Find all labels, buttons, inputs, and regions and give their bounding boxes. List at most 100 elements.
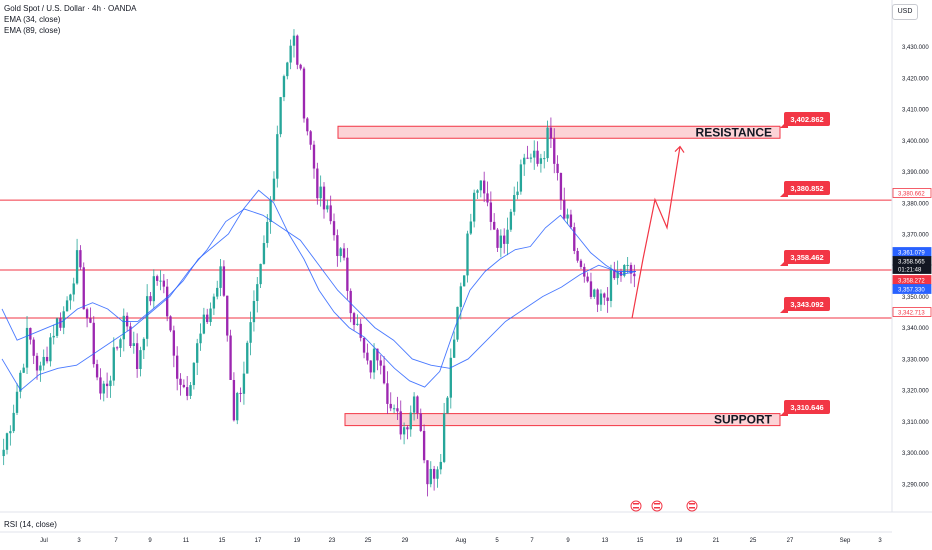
candle-body xyxy=(479,180,483,191)
candle-body xyxy=(119,339,122,348)
candle-body xyxy=(19,372,22,392)
candle-body xyxy=(9,431,12,434)
candle-body xyxy=(209,308,212,323)
candle-body xyxy=(509,211,513,230)
projection-line xyxy=(631,146,681,319)
candle-body xyxy=(239,392,242,394)
time-tick-label: 21 xyxy=(713,538,720,544)
candle-body xyxy=(296,35,299,65)
price-tag-label: 01:21:48 xyxy=(898,268,922,274)
candle-body xyxy=(92,322,95,365)
candle-body xyxy=(129,326,132,346)
candle-body xyxy=(159,280,162,282)
ema89-line xyxy=(1,208,636,391)
projection-arrow xyxy=(631,145,685,319)
projection-arrowhead xyxy=(674,145,685,153)
candle-body xyxy=(523,157,526,165)
time-tick-label: Sep xyxy=(840,538,851,544)
candle-body xyxy=(446,397,449,414)
candle-body xyxy=(132,343,135,346)
candle-body xyxy=(392,408,396,410)
candle-body xyxy=(286,62,289,77)
time-tick-label: Jul xyxy=(40,538,48,544)
candle-body xyxy=(579,260,583,267)
candle-body xyxy=(356,323,359,325)
candle-body xyxy=(172,330,176,356)
candle-body xyxy=(302,68,306,119)
price-tick-label: 3,410.000 xyxy=(902,108,929,114)
time-tick-label: 27 xyxy=(787,538,794,544)
candle-body xyxy=(629,264,633,274)
candle-body xyxy=(452,339,456,358)
time-axis: Jul 3 7 9 11 15 17 19 23 25 29 Aug 5 7 9 13 15 19 21 25 27 Se… xyxy=(0,511,932,544)
candle-body xyxy=(152,276,155,302)
price-tick-label: 3,370.000 xyxy=(902,233,929,239)
candle-body xyxy=(39,365,42,371)
rsi-legend: RSI (14, close) xyxy=(4,520,57,529)
price-tick-label: 3,300.000 xyxy=(902,451,929,457)
time-tick-label: 3 xyxy=(77,538,81,544)
time-tick-label: 7 xyxy=(114,538,118,544)
level-label: 3,380.852 xyxy=(790,184,823,193)
candle-body xyxy=(62,311,65,328)
candle-body xyxy=(2,449,5,457)
candle-body xyxy=(262,243,266,264)
candle-body xyxy=(35,355,39,371)
candle-body xyxy=(563,200,566,219)
candle-body xyxy=(162,280,166,287)
us-flag-stripe xyxy=(689,503,695,505)
candle-body xyxy=(199,333,202,344)
price-tick-label: 3,350.000 xyxy=(902,295,929,301)
price-tag xyxy=(892,284,932,294)
candle-body xyxy=(432,468,436,479)
candle-body xyxy=(102,383,105,394)
ema-lines xyxy=(1,189,637,391)
candle-body xyxy=(229,335,232,380)
currency-button[interactable]: USD xyxy=(892,4,918,20)
ema34-line xyxy=(1,189,637,388)
candle-body xyxy=(483,180,486,194)
candle-body xyxy=(212,296,216,309)
level-label: 3,343.092 xyxy=(790,300,823,309)
candle-body xyxy=(312,144,316,169)
candle-body xyxy=(503,235,506,244)
price-tag-label: 3,380.662 xyxy=(898,192,925,198)
zone-label-support: SUPPORT xyxy=(714,413,773,427)
level-label-box xyxy=(784,181,830,195)
event-markers xyxy=(630,500,698,512)
candle-body xyxy=(269,199,272,222)
time-tick-label: 13 xyxy=(602,538,609,544)
candle-body xyxy=(436,469,439,479)
candle-body xyxy=(242,373,246,394)
zone-support xyxy=(344,413,781,427)
candle-body xyxy=(616,271,619,279)
candle-body xyxy=(489,202,493,222)
candle-body xyxy=(626,264,629,266)
candle-body xyxy=(25,327,29,368)
candle-body xyxy=(135,343,139,370)
candle-body xyxy=(386,383,389,404)
candle-body xyxy=(179,378,182,385)
candle-body xyxy=(466,233,469,276)
candle-body xyxy=(506,229,509,244)
candle-body xyxy=(42,356,45,366)
candle-body xyxy=(289,45,292,63)
price-tag-label: 3,361.079 xyxy=(898,251,925,257)
candle-body xyxy=(72,283,75,295)
candle-body xyxy=(439,461,442,470)
candle-body xyxy=(326,205,329,210)
candle-body xyxy=(59,318,62,328)
candle-body xyxy=(399,411,402,435)
candle-body xyxy=(589,281,593,297)
candle-body xyxy=(252,301,256,323)
candle-body xyxy=(176,355,179,379)
candle-body xyxy=(346,257,349,291)
candle-body xyxy=(115,347,119,349)
candle-body xyxy=(149,296,152,302)
candle-body xyxy=(406,427,409,430)
level-label-box xyxy=(784,250,830,264)
candle-body xyxy=(196,343,199,363)
candle-body xyxy=(309,131,312,145)
candle-body xyxy=(352,313,356,325)
